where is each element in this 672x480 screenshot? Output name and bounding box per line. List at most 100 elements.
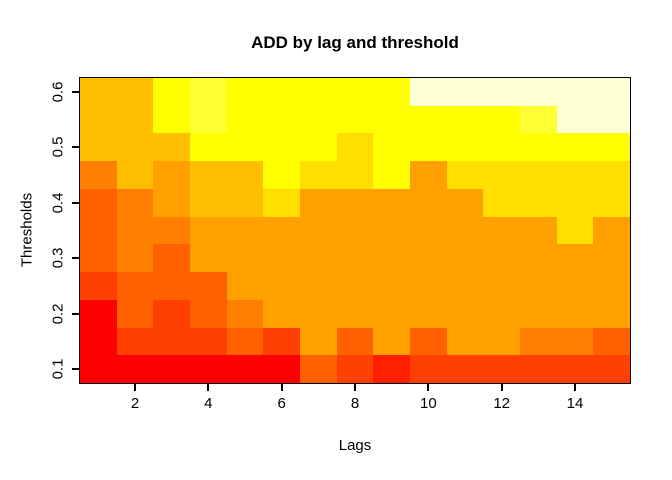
- heatmap-cell: [190, 328, 227, 355]
- heatmap-cell: [447, 78, 483, 106]
- heatmap-cell: [557, 300, 593, 328]
- heatmap-cell: [80, 161, 117, 189]
- heatmap-cell: [520, 133, 557, 161]
- heatmap-cell: [447, 272, 483, 300]
- heatmap-cell: [447, 161, 483, 189]
- heatmap-cell: [337, 161, 373, 189]
- heatmap-cell: [117, 355, 153, 383]
- heatmap-cell: [337, 244, 373, 272]
- heatmap-cell: [153, 106, 190, 133]
- y-tick-label: 0.2: [49, 303, 67, 325]
- heatmap-cell: [153, 244, 190, 272]
- heatmap-cell: [557, 328, 593, 355]
- heatmap-cell: [593, 328, 630, 355]
- heatmap-cell: [190, 78, 227, 106]
- heatmap-cell: [520, 217, 557, 244]
- heatmap-cell: [447, 106, 483, 133]
- heatmap-cell: [227, 78, 263, 106]
- heatmap-cell: [153, 300, 190, 328]
- heatmap-cell: [337, 355, 373, 383]
- heatmap-cell: [263, 328, 300, 355]
- y-axis-label: Thresholds: [18, 192, 36, 268]
- heatmap-cell: [593, 272, 630, 300]
- heatmap-cell: [447, 217, 483, 244]
- y-tick-label: 0.4: [49, 192, 67, 214]
- heatmap-cell: [557, 217, 593, 244]
- heatmap-cell: [410, 272, 447, 300]
- heatmap-cell: [190, 272, 227, 300]
- heatmap-cell: [557, 161, 593, 189]
- heatmap-cell: [153, 78, 190, 106]
- heatmap-cell: [80, 133, 117, 161]
- heatmap-cell: [263, 133, 300, 161]
- heatmap-cell: [117, 272, 153, 300]
- heatmap-cell: [80, 244, 117, 272]
- heatmap-cell: [520, 189, 557, 217]
- heatmap-cell: [447, 300, 483, 328]
- x-tick-label: 4: [204, 395, 213, 412]
- y-tick-mark: [72, 312, 79, 315]
- heatmap-cell: [373, 217, 410, 244]
- heatmap-cell: [483, 217, 520, 244]
- heatmap-cell: [153, 189, 190, 217]
- heatmap-cell: [300, 272, 337, 300]
- x-tick-mark: [574, 384, 576, 391]
- heatmap-cell: [190, 106, 227, 133]
- heatmap-cell: [373, 272, 410, 300]
- heatmap-cell: [117, 300, 153, 328]
- y-tick-label: 0.6: [49, 81, 67, 103]
- heatmap-cell: [447, 189, 483, 217]
- heatmap-cell: [410, 328, 447, 355]
- heatmap-cell: [410, 244, 447, 272]
- heatmap-cell: [263, 217, 300, 244]
- heatmap-cell: [263, 300, 300, 328]
- x-tick-label: 12: [493, 395, 510, 412]
- heatmap-cell: [520, 106, 557, 133]
- heatmap-cell: [300, 133, 337, 161]
- heatmap-cell: [483, 106, 520, 133]
- heatmap-cell: [557, 272, 593, 300]
- heatmap-cell: [227, 161, 263, 189]
- heatmap-cell: [593, 189, 630, 217]
- heatmap-cell: [520, 355, 557, 383]
- y-tick-mark: [72, 146, 79, 149]
- heatmap-cell: [300, 217, 337, 244]
- heatmap-cell: [337, 328, 373, 355]
- heatmap-cell: [557, 355, 593, 383]
- heatmap-cell: [227, 300, 263, 328]
- x-tick-mark: [280, 384, 283, 391]
- heatmap-cell: [337, 189, 373, 217]
- heatmap-cell: [80, 106, 117, 133]
- x-tick-mark: [207, 384, 210, 391]
- heatmap-cell: [153, 272, 190, 300]
- heatmap-cell: [520, 328, 557, 355]
- heatmap-cell: [263, 355, 300, 383]
- heatmap-cell: [80, 328, 117, 355]
- heatmap-cell: [483, 300, 520, 328]
- heatmap-cell: [300, 328, 337, 355]
- heatmap-cell: [190, 189, 227, 217]
- heatmap-cell: [520, 300, 557, 328]
- heatmap-cell: [520, 244, 557, 272]
- heatmap-cell: [117, 189, 153, 217]
- heatmap-cell: [227, 328, 263, 355]
- heatmap-cell: [410, 133, 447, 161]
- heatmap-cell: [593, 217, 630, 244]
- heatmap-cell: [153, 161, 190, 189]
- x-tick-mark: [354, 384, 356, 391]
- x-tick-label: 14: [566, 395, 584, 412]
- heatmap-cell: [483, 328, 520, 355]
- heatmap-cell: [337, 133, 373, 161]
- y-tick-mark: [72, 90, 79, 93]
- heatmap-cell: [447, 133, 483, 161]
- heatmap-cell: [263, 161, 300, 189]
- heatmap-cell: [190, 300, 227, 328]
- heatmap-cell: [410, 300, 447, 328]
- y-tick-label: 0.1: [49, 358, 67, 380]
- heatmap-cell: [373, 161, 410, 189]
- heatmap-cell: [337, 217, 373, 244]
- heatmap-cell: [80, 355, 117, 383]
- y-tick-label: 0.3: [49, 247, 67, 269]
- heatmap-cell: [80, 272, 117, 300]
